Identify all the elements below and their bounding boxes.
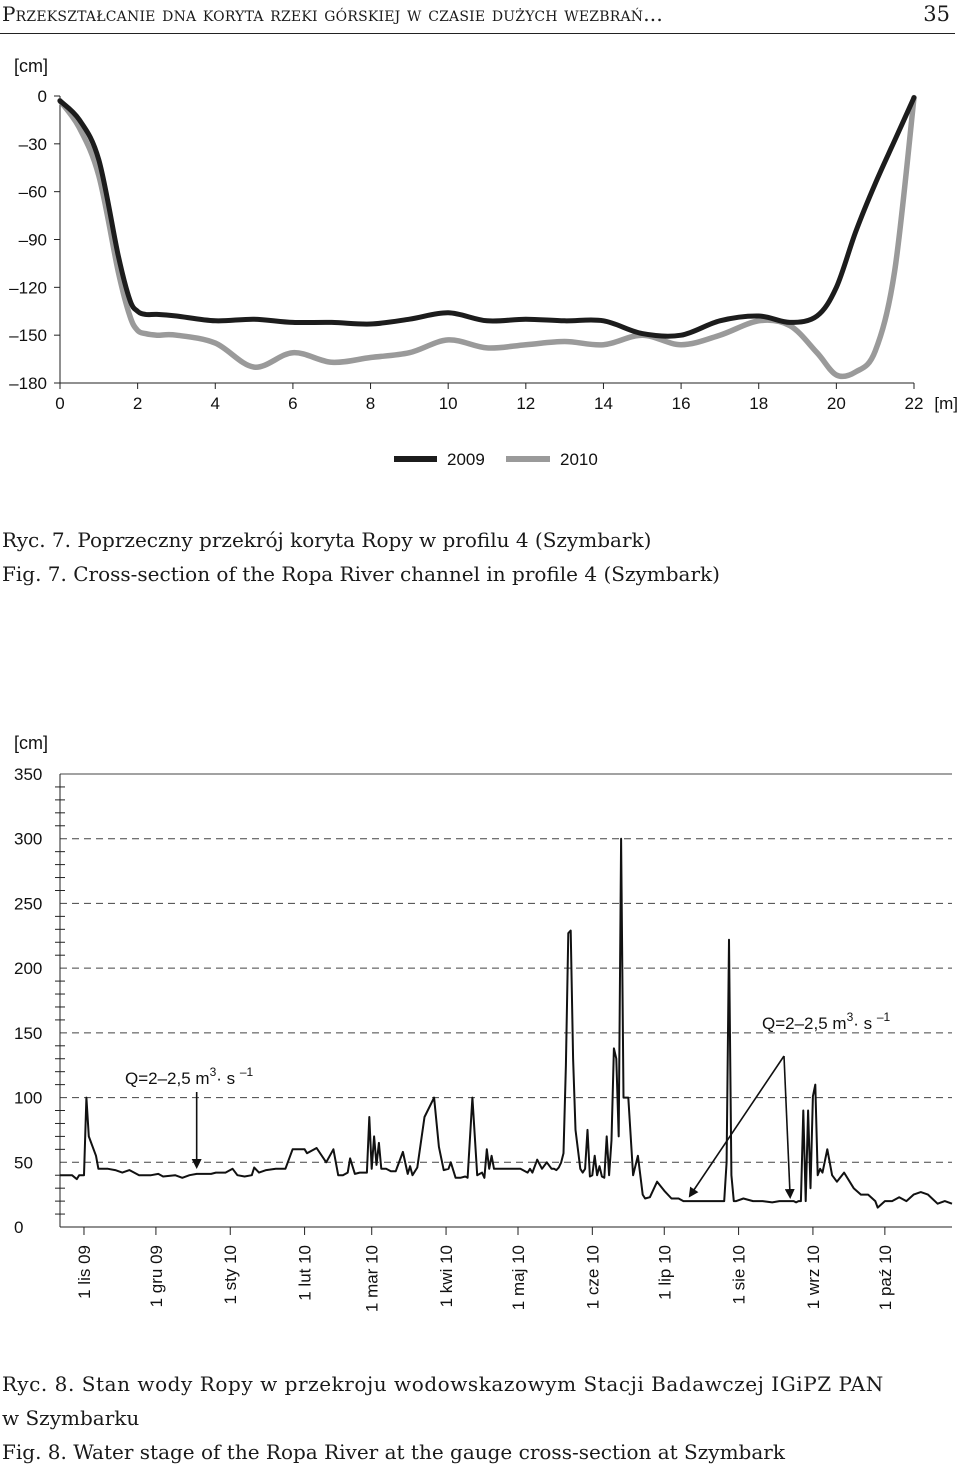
- chart1-axes: [cm] 0 –30 –60 –90 –120 –150 –180 0 2 4 6 8 10 12 14 16 1…: [9, 56, 958, 413]
- running-head-title: Przekształcanie dna koryta rzeki górskie…: [2, 2, 663, 26]
- figure-8-water-stage-chart: [cm] 0 50 100 150 200 250 300 350 1 lis 09 1 gru 0…: [14, 733, 953, 1312]
- chart1-x-tick-label: 2: [133, 394, 142, 413]
- chart2-x-tick-label: 1 gru 09: [147, 1245, 166, 1307]
- chart2-x-tick-label: 1 paź 10: [876, 1245, 895, 1310]
- chart1-y-tick-label: 0: [38, 87, 47, 106]
- chart2-y-tick-label: 0: [14, 1218, 23, 1237]
- chart1-y-tick-label: –60: [19, 183, 47, 202]
- chart2-x-tick-label: 1 lis 09: [75, 1245, 94, 1299]
- chart2-y-tick-label: 250: [14, 894, 42, 913]
- chart1-y-tick-label: –30: [19, 135, 47, 154]
- chart2-ylabel: [cm]: [14, 733, 48, 753]
- chart2-y-tick-label: 150: [14, 1024, 42, 1043]
- chart1-y-tick-label: –90: [19, 231, 47, 250]
- chart1-y-tick-label: –120: [9, 278, 47, 297]
- chart2-x-tick-label: 1 lut 10: [296, 1245, 315, 1301]
- chart2-gridlines: [60, 773, 952, 1163]
- chart2-annotation-arrow-right-diagonal: [688, 1055, 785, 1198]
- chart2-water-stage-line: [60, 837, 953, 1209]
- chart1-x-tick-label: 18: [749, 394, 768, 413]
- chart2-annotation-arrow-right-vertical: [783, 1055, 795, 1199]
- figure-7-caption-en: Fig. 7. Cross-section of the Ropa River …: [2, 562, 720, 586]
- header-rule: [0, 33, 955, 34]
- chart1-legend-label-2009: 2009: [447, 450, 485, 469]
- chart1-xlabel: [m]: [934, 394, 958, 413]
- chart2-x-tick-label: 1 lip 10: [655, 1245, 674, 1300]
- chart1-y-tick-label: –150: [9, 326, 47, 345]
- figure-7-cross-section-chart: [cm] 0 –30 –60 –90 –120 –150 –180 0 2 4 6 8 10 12 14 16 1…: [9, 56, 958, 469]
- page-number: 35: [923, 2, 950, 26]
- chart2-y-tick-label: 50: [14, 1153, 33, 1172]
- chart2-x-tick-label: 1 mar 10: [363, 1245, 382, 1312]
- running-header: Przekształcanie dna koryta rzeki górskie…: [0, 0, 960, 36]
- chart1-legend-label-2010: 2010: [560, 450, 598, 469]
- chart1-x-tick-label: 8: [366, 394, 375, 413]
- chart1-x-tick-label: 22: [905, 394, 924, 413]
- chart1-y-tick-label: –180: [9, 374, 47, 393]
- chart1-series-line-2010: [57, 94, 917, 380]
- chart2-x-tick-label: 1 kwi 10: [437, 1245, 456, 1307]
- chart1-series-line-2009: [57, 95, 917, 339]
- chart2-x-tick-label: 1 sie 10: [730, 1245, 749, 1305]
- chart2-series: [60, 837, 953, 1209]
- chart2-axes: [cm] 0 50 100 150 200 250 300 350 1 lis 09 1 gru 0…: [14, 733, 952, 1312]
- chart2-y-tick-label: 100: [14, 1089, 42, 1108]
- chart1-x-tick-label: 0: [55, 394, 64, 413]
- chart1-legend: 2009 2010: [394, 450, 598, 469]
- figure-8-caption-pl-line2: w Szymbarku: [2, 1406, 140, 1430]
- figure-7-caption-pl: Ryc. 7. Poprzeczny przekrój koryta Ropy …: [2, 528, 652, 552]
- chart2-x-tick-label: 1 wrz 10: [804, 1245, 823, 1309]
- chart2-x-tick-label: 1 sty 10: [221, 1245, 240, 1305]
- chart1-series: [57, 94, 917, 380]
- chart2-annotations: Q=2–2,5 m3· s –1 Q=2–2,5 m3· s –1: [125, 1010, 891, 1199]
- figure-8-caption-pl-line1: Ryc. 8. Stan wody Ropy w przekroju wodow…: [2, 1372, 884, 1396]
- figure-8-caption-en: Fig. 8. Water stage of the Ropa River at…: [2, 1440, 785, 1464]
- chart2-y-tick-label: 300: [14, 830, 42, 849]
- chart1-x-tick-label: 20: [827, 394, 846, 413]
- chart1-x-tick-label: 10: [439, 394, 458, 413]
- chart1-x-tick-label: 4: [211, 394, 220, 413]
- chart1-x-tick-label: 16: [672, 394, 691, 413]
- chart1-x-tick-label: 12: [516, 394, 535, 413]
- chart2-y-tick-label: 350: [14, 765, 42, 784]
- chart2-annotation-label-left: Q=2–2,5 m3· s –1: [125, 1065, 254, 1088]
- chart2-x-tick-label: 1 maj 10: [509, 1245, 528, 1310]
- chart1-ylabel: [cm]: [14, 56, 48, 76]
- chart1-x-tick-label: 14: [594, 394, 613, 413]
- chart2-y-tick-label: 200: [14, 959, 42, 978]
- chart1-x-tick-label: 6: [288, 394, 297, 413]
- chart2-annotation-label-right: Q=2–2,5 m3· s –1: [762, 1010, 891, 1033]
- chart2-x-tick-label: 1 cze 10: [583, 1245, 602, 1309]
